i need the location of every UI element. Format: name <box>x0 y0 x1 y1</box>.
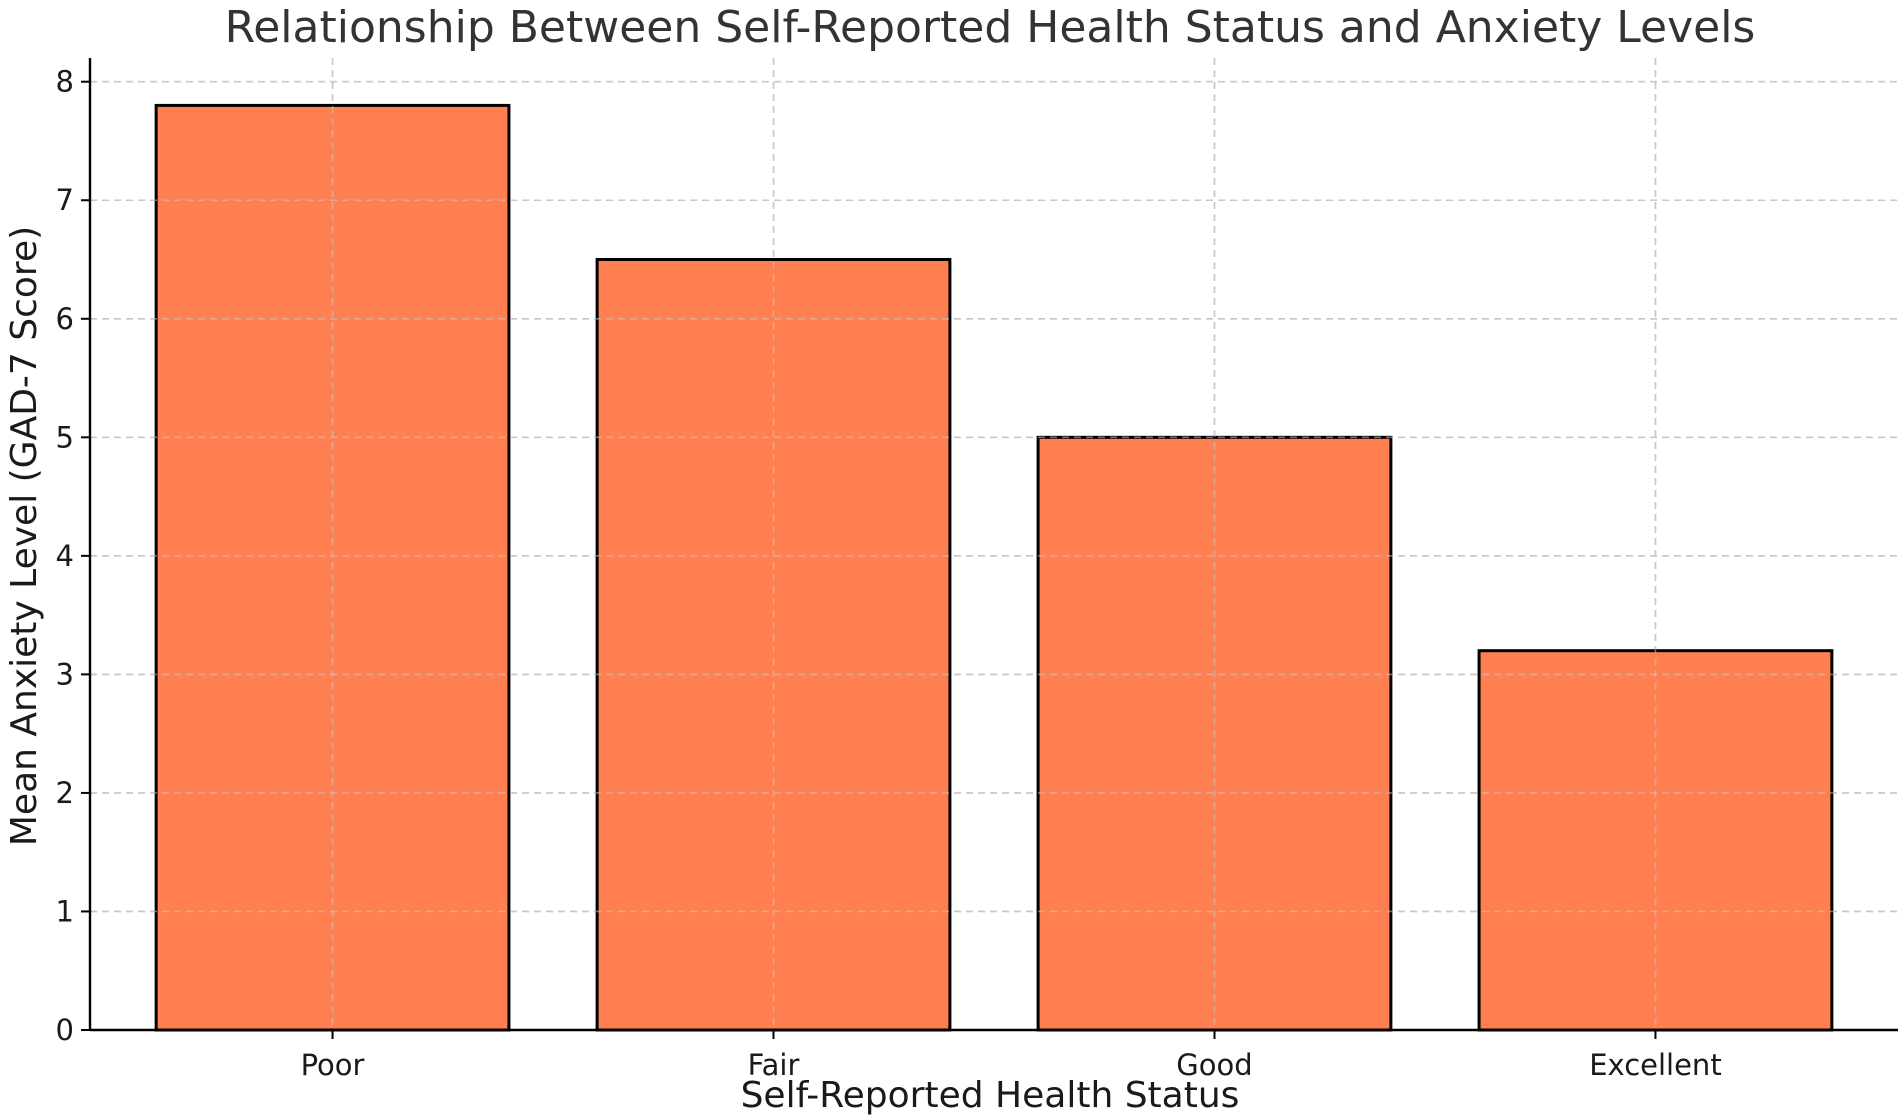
y-tick-label-2: 2 <box>56 776 74 810</box>
x-axis-label: Self-Reported Health Status <box>741 1075 1240 1116</box>
chart-title: Relationship Between Self-Reported Healt… <box>225 2 1756 53</box>
x-tick-label-poor: Poor <box>301 1048 365 1082</box>
y-axis-ticks: 0 1 2 3 4 5 6 7 8 <box>56 65 90 1047</box>
x-tick-label-fair: Fair <box>748 1048 800 1082</box>
y-tick-label-5: 5 <box>56 420 74 454</box>
y-axis-label: Mean Anxiety Level (GAD-7 Score) <box>4 226 45 846</box>
y-tick-label-7: 7 <box>56 183 74 217</box>
bars <box>154 103 1834 1032</box>
x-tick-label-excellent: Excellent <box>1589 1048 1721 1082</box>
y-tick-label-4: 4 <box>56 539 74 573</box>
axes <box>88 58 1898 1032</box>
y-tick-label-8: 8 <box>56 65 74 99</box>
x-tick-label-good: Good <box>1176 1048 1252 1082</box>
y-tick-label-6: 6 <box>56 302 74 336</box>
y-tick-label-0: 0 <box>56 1013 74 1047</box>
y-tick-label-3: 3 <box>56 657 74 691</box>
y-tick-label-1: 1 <box>56 894 74 928</box>
x-axis-ticks: Poor Fair Good Excellent <box>301 1030 1722 1082</box>
